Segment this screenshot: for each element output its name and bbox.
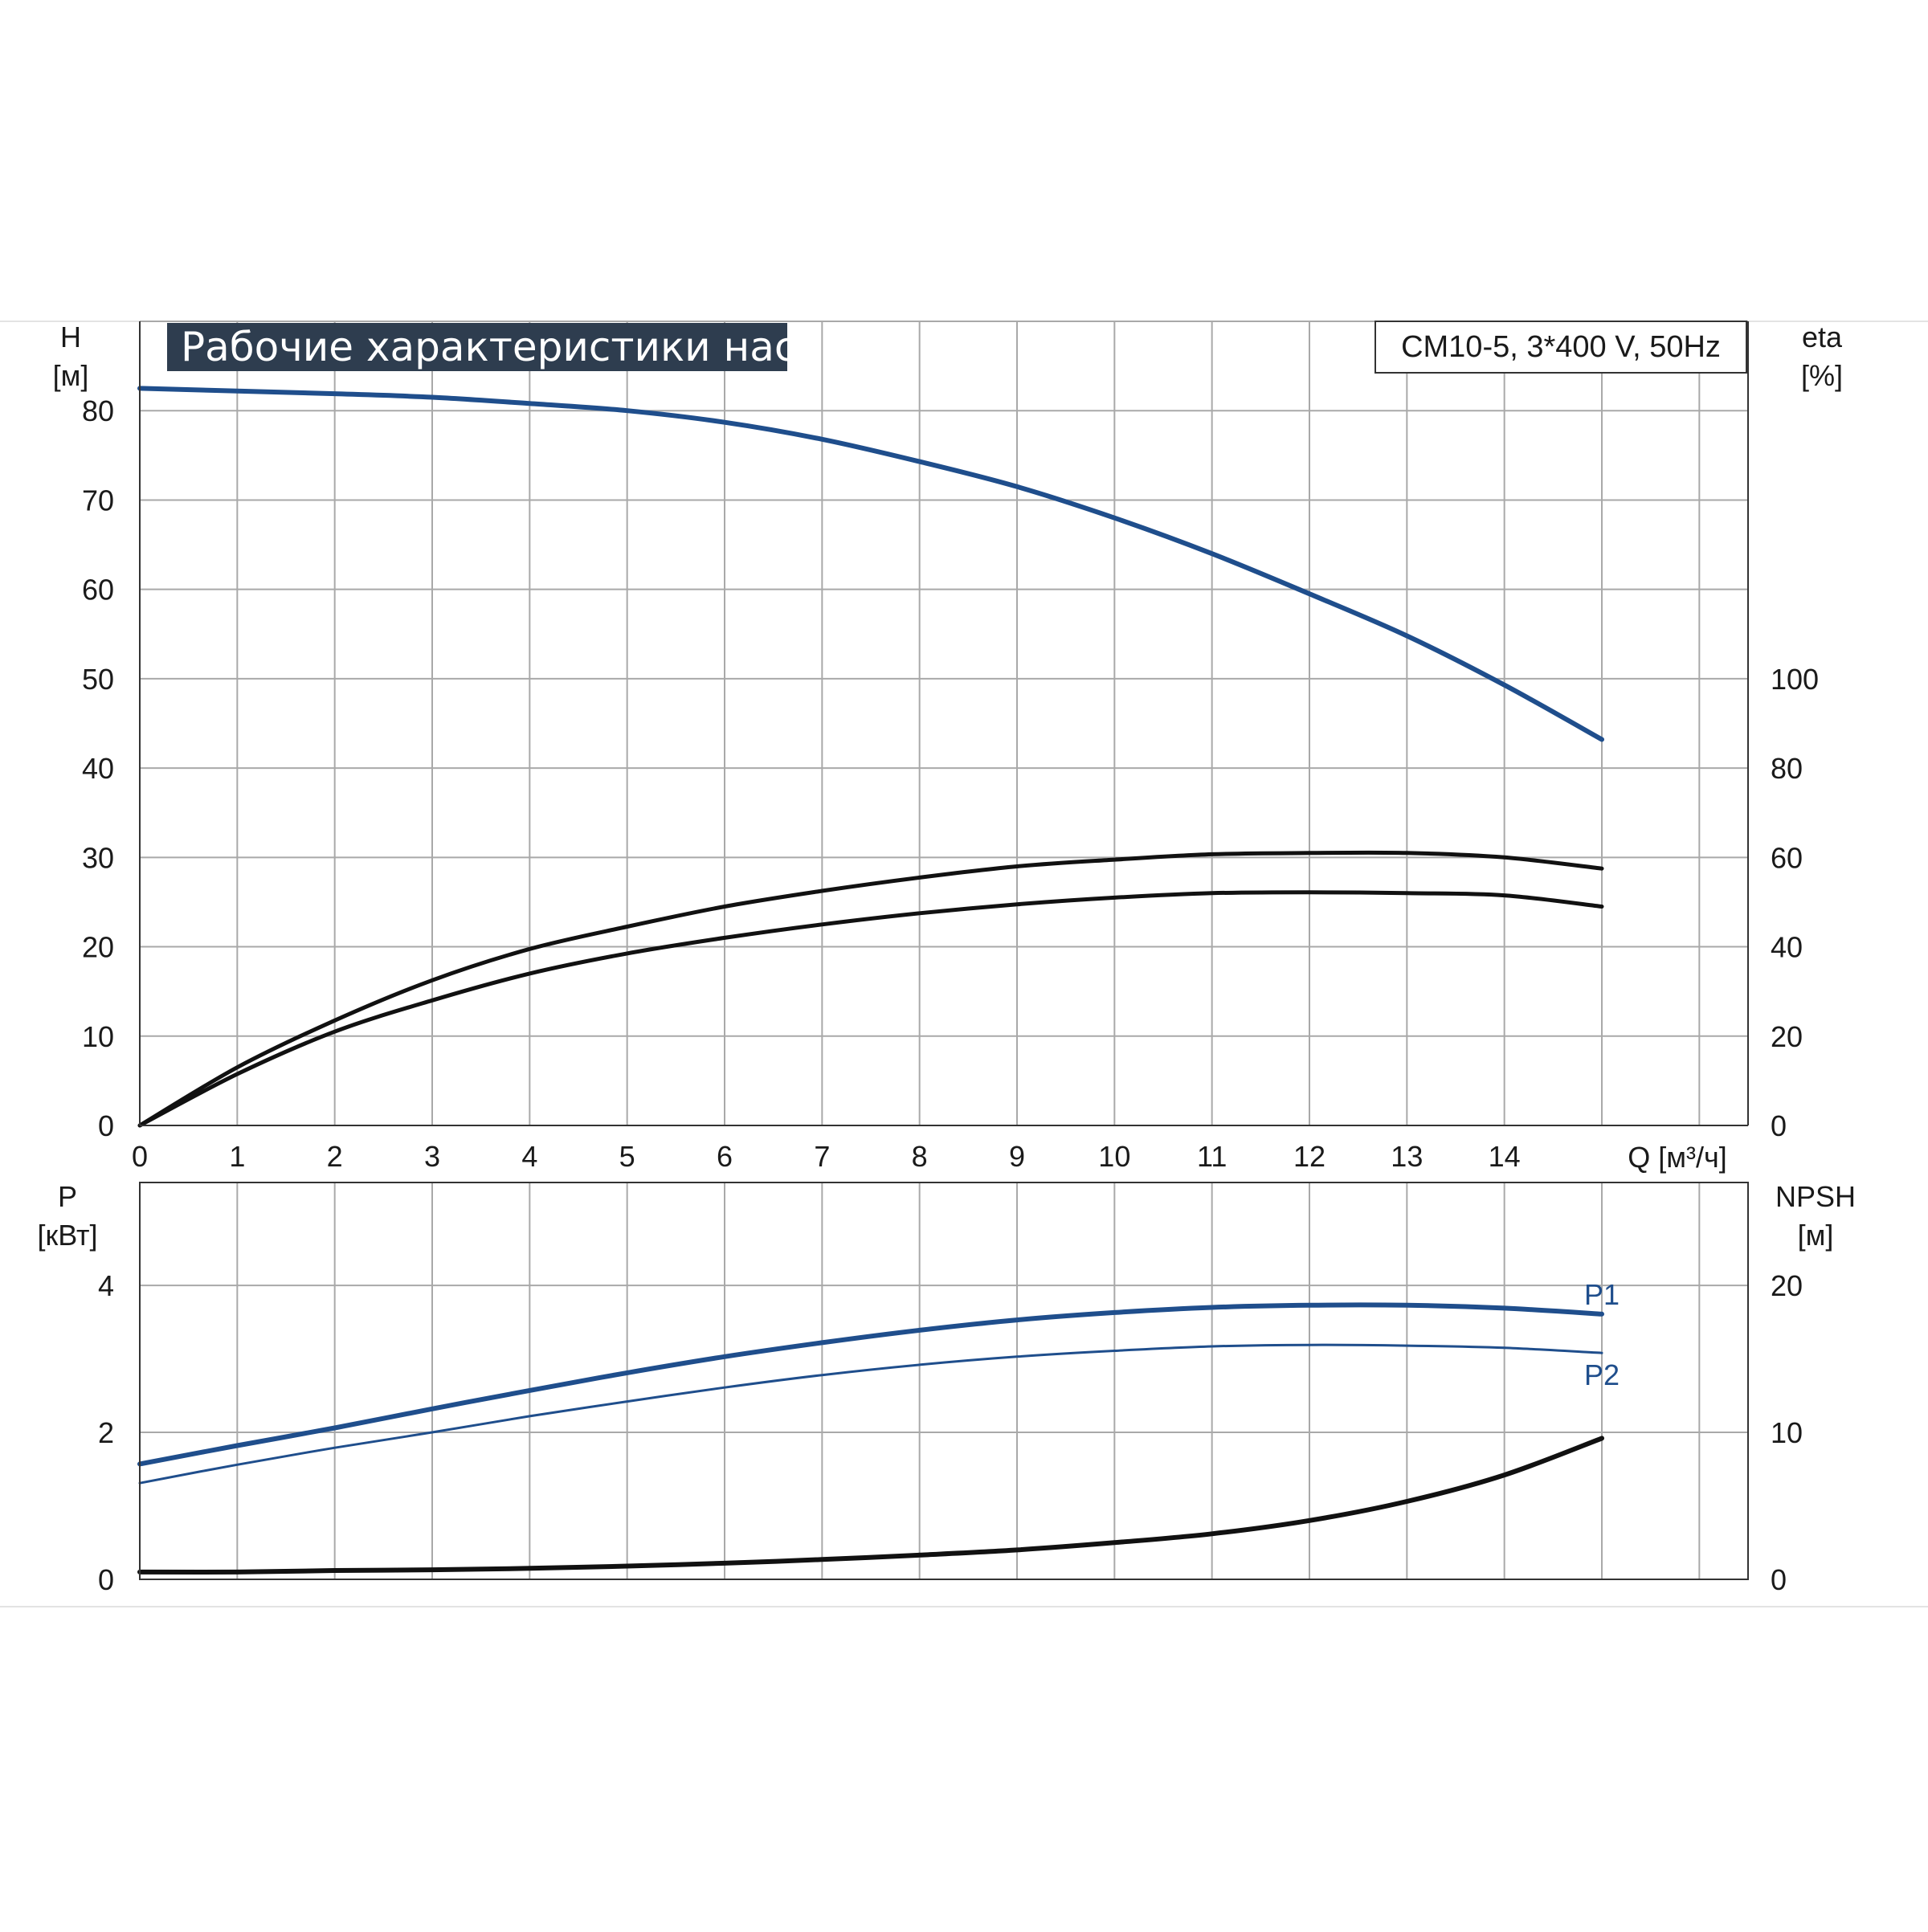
npsh-tick-label: 10 [1771, 1416, 1803, 1449]
lower-grid [139, 1182, 1748, 1580]
q-tick-label: 7 [814, 1140, 830, 1173]
upper-right-axis-ticks: 0 20 40 60 80 100 [1771, 663, 1819, 1142]
q-tick-label: 14 [1489, 1140, 1521, 1173]
eta-curve-upper [137, 850, 1604, 1128]
p-axis-unit: [кВт] [37, 1219, 97, 1252]
lower-curves [137, 1302, 1604, 1575]
eta-tick-label: 60 [1771, 841, 1803, 874]
lower-chart: 0 2 4 0 10 20 P1 P2 P [кВт] NPSH [м] [37, 1180, 1856, 1596]
npsh-axis-unit: [м] [1798, 1219, 1834, 1252]
h-axis-unit: [м] [53, 359, 89, 392]
lower-series-labels: P1 P2 [1584, 1278, 1620, 1391]
upper-curves [137, 386, 1604, 1128]
lower-left-axis-ticks: 0 2 4 [98, 1269, 114, 1596]
q-tick-label: 3 [424, 1140, 440, 1173]
npsh-curve [137, 1436, 1604, 1575]
q-tick-label: 8 [912, 1140, 928, 1173]
npsh-tick-label: 0 [1771, 1563, 1787, 1596]
h-tick-label: 10 [82, 1020, 114, 1053]
p-tick-label: 0 [98, 1563, 114, 1596]
q-tick-label: 1 [229, 1140, 245, 1173]
h-tick-label: 70 [82, 484, 114, 517]
q-tick-label: 9 [1009, 1140, 1025, 1173]
p-axis-symbol: P [58, 1180, 77, 1213]
eta-curve-lower [137, 890, 1604, 1128]
h-tick-label: 40 [82, 752, 114, 785]
h-tick-label: 20 [82, 931, 114, 964]
upper-left-axis-ticks: 0 10 20 30 40 50 60 70 80 [82, 394, 114, 1142]
eta-axis-symbol: eta [1802, 321, 1843, 353]
h-tick-label: 30 [82, 841, 114, 874]
q-tick-label: 5 [619, 1140, 635, 1173]
chart-title: Рабочие характеристики насоса [181, 324, 868, 370]
h-tick-label: 60 [82, 574, 114, 607]
title-box [167, 323, 787, 371]
q-tick-label: 10 [1098, 1140, 1130, 1173]
eta-tick-label: 100 [1771, 663, 1819, 696]
x-axis-label: Q [м³/ч] [1628, 1141, 1727, 1174]
upper-grid [139, 321, 1748, 1126]
eta-tick-label: 20 [1771, 1020, 1803, 1053]
h-tick-label: 0 [98, 1109, 114, 1142]
power-curve-p1 [137, 1302, 1604, 1467]
q-tick-label: 6 [717, 1140, 733, 1173]
power-curve-p2 [138, 1343, 1603, 1485]
h-tick-label: 80 [82, 394, 114, 427]
series-label-p2: P2 [1584, 1358, 1620, 1391]
x-axis-ticks: 0 1 2 3 4 5 6 7 8 9 10 11 12 13 14 [132, 1140, 1521, 1173]
q-tick-label: 2 [327, 1140, 343, 1173]
q-tick-label: 13 [1391, 1140, 1423, 1173]
q-tick-label: 12 [1293, 1140, 1326, 1173]
eta-tick-label: 0 [1771, 1109, 1787, 1142]
q-tick-label: 4 [521, 1140, 537, 1173]
h-tick-label: 50 [82, 663, 114, 696]
npsh-axis-symbol: NPSH [1775, 1180, 1856, 1213]
h-axis-symbol: H [60, 321, 81, 353]
model-label: CM10-5, 3*400 V, 50Hz [1401, 330, 1721, 364]
lower-right-axis-ticks: 0 10 20 [1771, 1269, 1803, 1596]
npsh-tick-label: 20 [1771, 1269, 1803, 1302]
head-curve [137, 386, 1604, 742]
eta-axis-unit: [%] [1801, 359, 1843, 392]
q-tick-label: 0 [132, 1140, 148, 1173]
eta-tick-label: 40 [1771, 931, 1803, 964]
p-tick-label: 2 [98, 1416, 114, 1449]
series-label-p1: P1 [1584, 1278, 1620, 1311]
q-tick-label: 11 [1197, 1140, 1227, 1173]
eta-tick-label: 80 [1771, 752, 1803, 785]
model-box [1375, 321, 1747, 374]
lower-plot-frame [139, 1182, 1749, 1580]
p-tick-label: 4 [98, 1269, 114, 1302]
